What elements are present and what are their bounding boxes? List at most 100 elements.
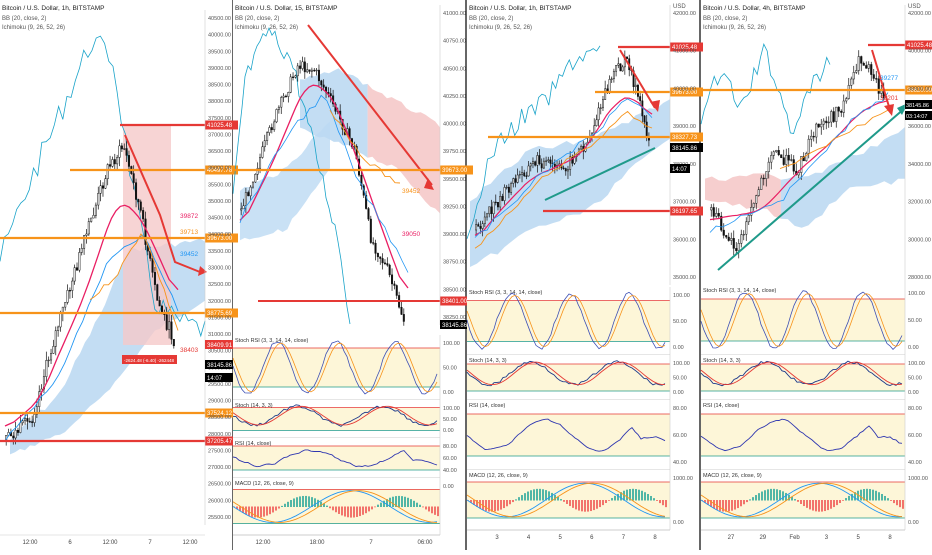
panel-2-macd-hist xyxy=(395,496,397,507)
panel-1-title: Bitcoin / U.S. Dollar, 1h, BITSTAMP xyxy=(2,5,104,12)
panel-1-time-tick: 6 xyxy=(68,540,72,546)
panel-4-candle xyxy=(785,154,788,165)
panel-1-candle xyxy=(142,210,145,220)
panel-3-stochrsi-axis-tick: 0.00 xyxy=(673,345,684,351)
panel-2-macd-hist xyxy=(356,506,358,517)
panel-3-candle xyxy=(637,84,639,97)
panel-4-macd-hist xyxy=(767,489,769,501)
panel-2-stochrsi-d xyxy=(232,342,438,393)
panel-4-macd-macd xyxy=(700,482,903,518)
panel-4-stoch-band xyxy=(701,364,905,391)
panel-1-axis-tick: 34500.00 xyxy=(208,216,231,222)
panel-2-axis-tick: 39000.00 xyxy=(443,232,466,238)
panel-4-macd-hist xyxy=(785,492,787,501)
panel-3-candle xyxy=(545,160,548,162)
panel-3-candle xyxy=(643,115,646,123)
panel-3-macd-hist xyxy=(488,500,490,512)
panel-2-time-tick: 7 xyxy=(369,540,373,546)
panel-1-candle xyxy=(71,280,74,291)
panel-2-macd-hist xyxy=(254,506,256,518)
panel-3-macd-hist xyxy=(563,500,565,502)
panel-4-macd-hist xyxy=(743,500,745,505)
panel-3-tag1-bg xyxy=(670,164,690,173)
panel-3-macd-hist xyxy=(593,500,595,511)
panel-2-macd-hist xyxy=(416,502,418,507)
panel-1-candle xyxy=(68,290,71,292)
panel-2-candle xyxy=(322,84,325,88)
panel-2-macd-hist xyxy=(281,505,283,507)
panel-2-level-0-tag: 39673.00 xyxy=(442,168,468,174)
panel-1-candle xyxy=(168,321,171,330)
panel-4-candle xyxy=(725,235,728,238)
panel-4-macd-hist xyxy=(809,500,811,510)
panel-2-macd-hist xyxy=(410,499,412,507)
panel-4-macd-hist xyxy=(716,500,718,510)
panel-4-candle xyxy=(752,202,755,208)
panel-2-axis-tick: 39750.00 xyxy=(443,149,466,155)
panel-4-candle xyxy=(715,213,718,217)
panel-3-candle xyxy=(608,79,611,94)
panel-4-tag1: 03:14:07 xyxy=(906,114,927,120)
panel-2-candle xyxy=(320,80,323,86)
panel-2-macd-hist xyxy=(332,506,334,511)
panel-3-candle xyxy=(604,88,607,100)
panel-3-candle xyxy=(602,99,604,109)
panel-4-candle xyxy=(852,72,855,80)
panel-4-macd-hist xyxy=(758,493,760,501)
panel-4-candle xyxy=(740,234,743,244)
panel-4-candle xyxy=(835,106,838,122)
panel-2-axis-tick: 40500.00 xyxy=(443,66,466,72)
panel-2-candle xyxy=(259,157,262,169)
panel-1-axis-tick: 26000.00 xyxy=(208,498,231,504)
panel-4-candle xyxy=(830,111,833,123)
panel-4-macd-hist xyxy=(707,500,709,505)
panel-4-axis-tick: 38000.00 xyxy=(908,86,931,92)
panel-3-candle xyxy=(547,159,550,162)
panel-3-stoch-d xyxy=(466,361,665,386)
panel-4-time-tick: Feb xyxy=(789,535,800,541)
panel-4-cloud-blue xyxy=(780,127,905,228)
panel-3-macd-hist xyxy=(527,491,529,501)
panel-2-candle xyxy=(393,283,396,286)
panel-2-candle xyxy=(296,65,299,77)
panel-4-callout-0: 39277 xyxy=(880,75,898,82)
panel-1-candle xyxy=(66,290,69,303)
panel-2-ind1: BB (20, close, 2) xyxy=(235,16,279,22)
panel-4-macd-hist xyxy=(842,500,844,501)
panel-1-time-tick: 12:00 xyxy=(22,540,38,546)
panel-2-candle xyxy=(386,263,389,266)
panel-1-candle xyxy=(24,418,27,422)
panel-2-macd-label: MACD (12, 26, close, 9) xyxy=(235,481,294,487)
panel-2-stochrsi-label: Stoch RSI (3, 3, 14, 14, close) xyxy=(235,338,309,344)
panel-3-macd-hist xyxy=(575,500,577,510)
panel-2-candle xyxy=(301,61,304,69)
panel-3-candle xyxy=(518,174,521,176)
panel-4-rsi-band xyxy=(701,414,905,456)
panel-2-macd-hist xyxy=(437,506,439,517)
panel-3-macd-hist xyxy=(557,496,559,501)
panel-2-stoch-label: Stoch (14, 3, 3) xyxy=(235,403,273,409)
panel-3-macd-hist xyxy=(560,499,562,501)
panel-3-tag0: 38145.86 xyxy=(672,146,698,152)
panel-2-macd-hist xyxy=(308,496,310,507)
panel-1-level-5-tag-bg xyxy=(205,436,238,446)
panel-4-macd-hist xyxy=(866,488,868,501)
panel-3-macd-hist xyxy=(548,491,550,501)
panel-3-time-tick: 3 xyxy=(495,535,499,541)
panel-1-candle xyxy=(64,302,67,308)
panel-3-candle xyxy=(595,119,598,126)
panel-3-macd-hist xyxy=(497,500,499,511)
panel-4-macd-hist xyxy=(854,492,856,501)
panel-4-time-tick: 29 xyxy=(759,535,766,541)
panel-2-candle xyxy=(284,95,287,98)
panel-4-macd-hist xyxy=(761,491,763,501)
panel-4-stoch-axis-tick: 100.00 xyxy=(908,361,925,367)
panel-3-macd-hist xyxy=(629,489,631,501)
panel-3-candle xyxy=(505,186,508,189)
panel-4-time-tick: 8 xyxy=(888,535,892,541)
panel-1-candle xyxy=(14,429,17,439)
panel-1-level-0-tag-bg xyxy=(205,120,238,130)
panel-3-stochrsi-d xyxy=(466,294,666,348)
